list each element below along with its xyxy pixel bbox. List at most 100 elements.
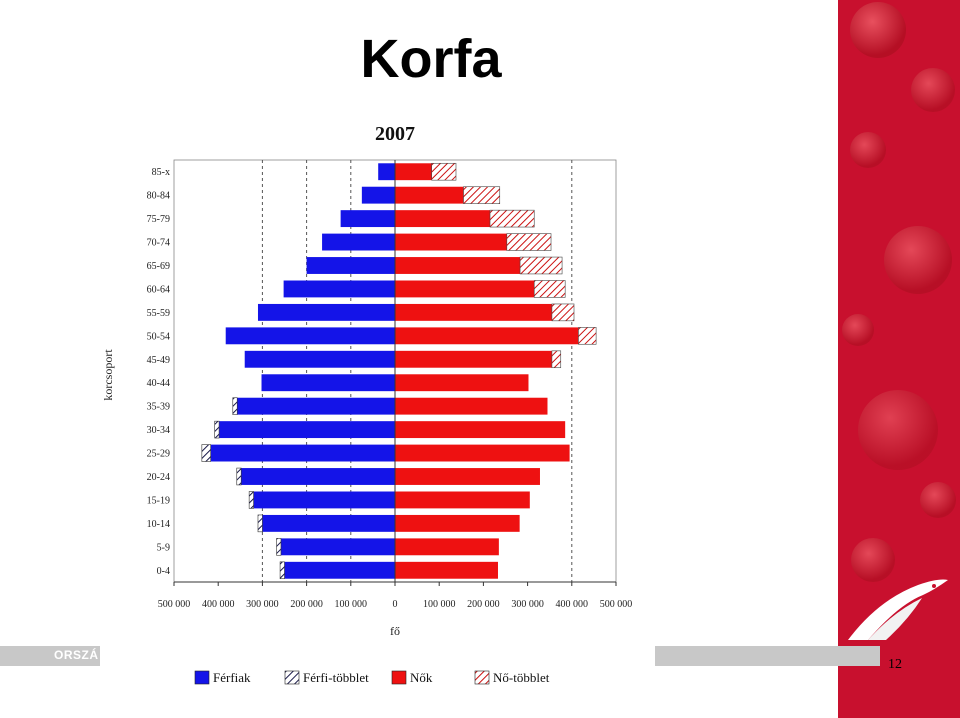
y-tick-label: 10-14 [147, 519, 170, 530]
page-number: 12 [888, 657, 902, 672]
bar-female [395, 210, 491, 228]
x-tick-label: 400 000 [202, 599, 235, 610]
x-tick-label: 500 000 [158, 599, 191, 610]
x-tick-label: 200 000 [467, 599, 500, 610]
bar-male [306, 257, 395, 274]
bar-male [361, 186, 395, 204]
bar-male [322, 233, 395, 251]
bar-female [395, 303, 552, 321]
x-axis-label: fő [390, 624, 400, 638]
bars-layer [201, 162, 597, 580]
bar-female-surplus [506, 233, 552, 251]
legend-swatch [474, 670, 490, 685]
bar-female-surplus [463, 186, 501, 204]
bar-male [241, 468, 395, 485]
x-tick-label: 300 000 [511, 599, 543, 610]
y-tick-label: 75-79 [147, 214, 170, 225]
y-tick-label: 50-54 [147, 331, 170, 342]
bar-male-surplus [257, 514, 263, 533]
bar-female-surplus [533, 280, 566, 298]
bar-female-surplus [551, 303, 575, 322]
bar-male-surplus [276, 538, 282, 556]
legend-label: Férfiak [213, 670, 251, 685]
bar-female [395, 561, 498, 579]
bar-male [219, 421, 395, 439]
y-tick-label: 25-29 [147, 449, 170, 460]
bar-female [395, 186, 464, 204]
axis-layer: 85-x 80-84 75-79 70-74 65-69 60-64 55-59 50-54 4… [147, 160, 633, 610]
bar-male [261, 374, 395, 392]
legend-item: Férfi-többlet [284, 670, 369, 685]
footer-org-label: ORSZÁ [54, 648, 99, 662]
bar-male [280, 538, 395, 556]
x-tick-label: 400 000 [556, 599, 589, 610]
x-tick-label: 200 000 [290, 599, 323, 610]
y-tick-label: 30-34 [147, 425, 170, 436]
bar-female-surplus [578, 327, 597, 345]
chart-title: 2007 [375, 123, 415, 145]
bar-female [395, 468, 540, 485]
bar-female [395, 444, 570, 462]
bar-female-surplus [489, 209, 535, 228]
bar-male [225, 327, 395, 345]
legend-swatch [194, 670, 210, 685]
x-tick-label: 300 000 [246, 599, 279, 610]
slide-title: Korfa [360, 29, 502, 89]
legend-label: Nő-többlet [493, 670, 550, 685]
population-pyramid-chart: 2007 85-x 80-84 75-79 70-74 65-69 60-64 55-59 5… [101, 123, 633, 685]
y-tick-label: 80-84 [147, 191, 170, 202]
bar-male [283, 280, 395, 298]
bar-male [378, 163, 395, 181]
decorative-red-panel [838, 0, 960, 718]
legend-swatch [391, 670, 407, 685]
bar-male-surplus [279, 561, 285, 580]
bar-female [395, 233, 507, 251]
bar-male-surplus [248, 491, 254, 509]
y-tick-label: 65-69 [147, 261, 170, 272]
y-tick-label: 45-49 [147, 355, 170, 366]
bar-female [395, 491, 530, 509]
y-tick-label: 70-74 [147, 238, 170, 249]
pelican-logo-icon [848, 579, 948, 640]
bar-male-surplus [232, 397, 238, 415]
y-axis-label: korcsoport [101, 349, 115, 401]
x-tick-label: 100 000 [335, 599, 368, 610]
x-tick-label: 100 000 [423, 599, 456, 610]
bar-female [395, 421, 566, 439]
bar-female [395, 514, 520, 532]
y-tick-label: 60-64 [147, 284, 170, 295]
bar-male [340, 210, 395, 228]
y-tick-label: 35-39 [147, 402, 170, 413]
y-tick-label: 85-x [152, 167, 170, 178]
bar-female [395, 397, 548, 415]
legend: Férfiak Férfi-többlet Nők Nő-többlet [194, 670, 550, 685]
bar-male-surplus [214, 420, 220, 439]
bar-male-surplus [236, 467, 242, 486]
bar-male [210, 444, 395, 462]
legend-swatch [284, 670, 300, 685]
bar-male [284, 561, 395, 579]
bar-female [395, 350, 552, 368]
x-tick-label: 0 [393, 599, 398, 610]
footer-gap [100, 646, 655, 666]
legend-label: Férfi-többlet [303, 670, 369, 685]
bar-female [395, 374, 529, 392]
bar-female-surplus [431, 162, 457, 181]
bar-female [395, 257, 521, 274]
x-tick-label: 500 000 [600, 599, 633, 610]
bar-male [237, 397, 395, 415]
bar-male [257, 303, 395, 321]
bar-male [253, 491, 395, 509]
bar-female [395, 538, 499, 556]
bar-male [244, 350, 395, 368]
bar-female [395, 280, 535, 298]
bar-male [262, 514, 395, 532]
legend-item: Nő-többlet [474, 670, 550, 685]
bar-male-surplus [201, 444, 211, 462]
y-tick-label: 0-4 [157, 566, 170, 577]
bar-female [395, 163, 432, 181]
bar-female [395, 327, 579, 345]
y-tick-label: 55-59 [147, 308, 170, 319]
y-tick-label: 5-9 [157, 542, 170, 553]
legend-label: Nők [410, 670, 433, 685]
